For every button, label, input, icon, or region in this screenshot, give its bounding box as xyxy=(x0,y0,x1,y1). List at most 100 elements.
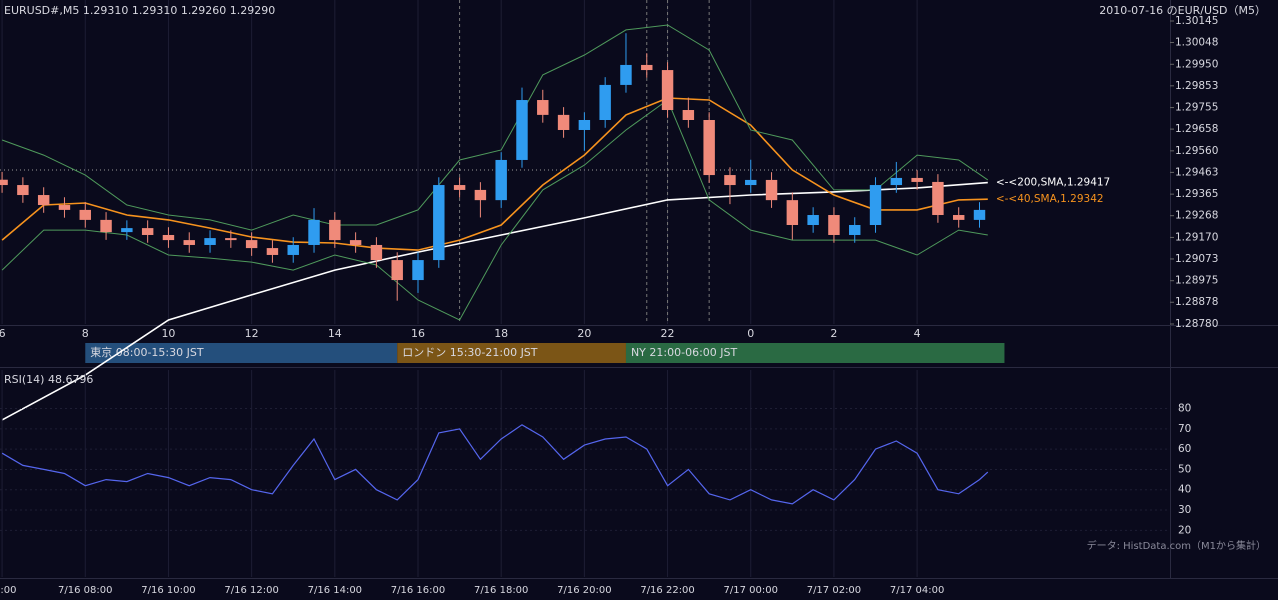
candle-body xyxy=(266,248,279,255)
y-tick-label: 1.30145 xyxy=(1175,15,1218,27)
x-tick-label: 7/16 18:00 xyxy=(474,585,528,596)
session-band xyxy=(85,343,398,363)
candle-body xyxy=(474,189,487,201)
y-tick-label: 50 xyxy=(1178,463,1191,475)
candle-body xyxy=(661,70,674,111)
x-tick-label: 8 xyxy=(82,327,89,340)
y-tick-label: 1.29365 xyxy=(1175,188,1218,200)
x-tick-label: 14 xyxy=(328,327,342,340)
x-tick-label: 22 xyxy=(661,327,675,340)
candle-body xyxy=(349,240,362,245)
candle-body xyxy=(599,84,611,121)
candle-body xyxy=(121,228,133,233)
chart-title: 2010-07-16 のEUR/USD（M5） xyxy=(1099,4,1266,17)
candle-body xyxy=(911,177,923,182)
indicator-label: <-<200,SMA,1.29417 xyxy=(996,177,1110,189)
candle-body xyxy=(890,177,903,186)
x-tick-label: 7/17 02:00 xyxy=(807,585,861,596)
candle-body xyxy=(828,215,840,235)
y-tick-label: 1.29170 xyxy=(1175,231,1218,243)
x-tick-label: 7/16 10:00 xyxy=(141,585,195,596)
candle-body xyxy=(37,195,50,206)
y-tick-label: 1.29073 xyxy=(1175,253,1218,265)
candle-body xyxy=(391,260,403,281)
y-tick-label: 60 xyxy=(1178,443,1191,455)
candle-body xyxy=(79,209,91,220)
y-tick-label: 1.30048 xyxy=(1175,37,1218,49)
session-label: ロンドン 15:30-21:00 JST xyxy=(402,346,538,359)
x-tick-label: 4 xyxy=(914,327,921,340)
rsi-line xyxy=(1,424,989,505)
y-tick-label: 1.28975 xyxy=(1175,275,1218,287)
candle-body xyxy=(620,64,632,85)
x-tick-label: 7/16 08:00 xyxy=(58,585,112,596)
x-tick-label: 7/16 14:00 xyxy=(308,585,362,596)
x-tick-label: 7/16 20:00 xyxy=(557,585,611,596)
candle-body xyxy=(952,215,965,220)
symbol-info: EURUSD#,M5 1.29310 1.29310 1.29260 1.292… xyxy=(4,4,275,17)
y-tick-label: 1.29560 xyxy=(1175,145,1218,157)
y-tick-label: 80 xyxy=(1178,403,1191,415)
y-tick-label: 1.29268 xyxy=(1175,210,1218,222)
y-tick-label: 1.29755 xyxy=(1175,102,1218,114)
indicator-label: <-<40,SMA,1.29342 xyxy=(996,193,1104,205)
session-label: NY 21:00-06:00 JST xyxy=(631,346,738,359)
session-label: 東京 08:00-15:30 JST xyxy=(90,345,204,359)
x-tick-label: 06:00 xyxy=(0,585,16,596)
candle-body xyxy=(869,185,882,225)
candle-body xyxy=(807,215,819,225)
x-tick-label: 2 xyxy=(830,327,837,340)
y-tick-label: 40 xyxy=(1178,484,1191,496)
candle-body xyxy=(370,244,383,261)
y-tick-label: 1.29950 xyxy=(1175,58,1218,70)
candle-body xyxy=(932,181,944,216)
candle-body xyxy=(745,179,757,186)
session-band xyxy=(397,343,626,363)
candle-body xyxy=(453,185,466,190)
x-tick-label: 7/16 12:00 xyxy=(224,585,278,596)
x-tick-label: 7/16 22:00 xyxy=(640,585,694,596)
y-tick-label: 20 xyxy=(1178,524,1191,536)
x-tick-label: 18 xyxy=(494,327,508,340)
x-tick-label: 20 xyxy=(577,327,591,340)
candle-body xyxy=(287,244,299,255)
candle-body xyxy=(537,100,549,115)
candle-body xyxy=(141,228,154,235)
x-tick-label: 7/16 16:00 xyxy=(391,585,445,596)
candle-body xyxy=(724,175,736,186)
x-tick-label: 12 xyxy=(245,327,259,340)
candle-body xyxy=(641,64,653,71)
candle-body xyxy=(100,219,112,233)
candle-body xyxy=(0,179,8,186)
candle-body xyxy=(204,238,216,245)
indicator-line xyxy=(1,181,988,421)
indicator-line xyxy=(1,97,988,251)
candle-body xyxy=(557,114,570,130)
x-tick-label: 16 xyxy=(411,327,425,340)
indicator-line xyxy=(1,24,989,231)
y-tick-label: 1.28878 xyxy=(1175,296,1218,308)
candle-body xyxy=(329,219,341,241)
y-tick-label: 70 xyxy=(1178,423,1191,435)
candle-body xyxy=(786,200,799,225)
candle-body xyxy=(495,159,507,201)
candle-body xyxy=(183,240,195,245)
session-band xyxy=(625,343,1005,363)
x-tick-label: 7/17 00:00 xyxy=(724,585,778,596)
candle-body xyxy=(682,110,695,121)
y-tick-label: 1.29853 xyxy=(1175,80,1218,92)
x-tick-label: 10 xyxy=(161,327,175,340)
candle-body xyxy=(225,238,237,241)
candle-body xyxy=(308,219,320,245)
candle-body xyxy=(58,205,71,210)
x-tick-label: 7/17 04:00 xyxy=(890,585,944,596)
candle-body xyxy=(17,185,29,196)
candle-body xyxy=(162,234,175,241)
candle-body xyxy=(703,120,715,176)
candle-body xyxy=(433,185,445,261)
candle-body xyxy=(412,260,424,281)
plot-layer: 6 8 10 12 14 16 18 20 22 0 2 4 1.28780 1.28878 1.28975… xyxy=(0,0,1218,596)
